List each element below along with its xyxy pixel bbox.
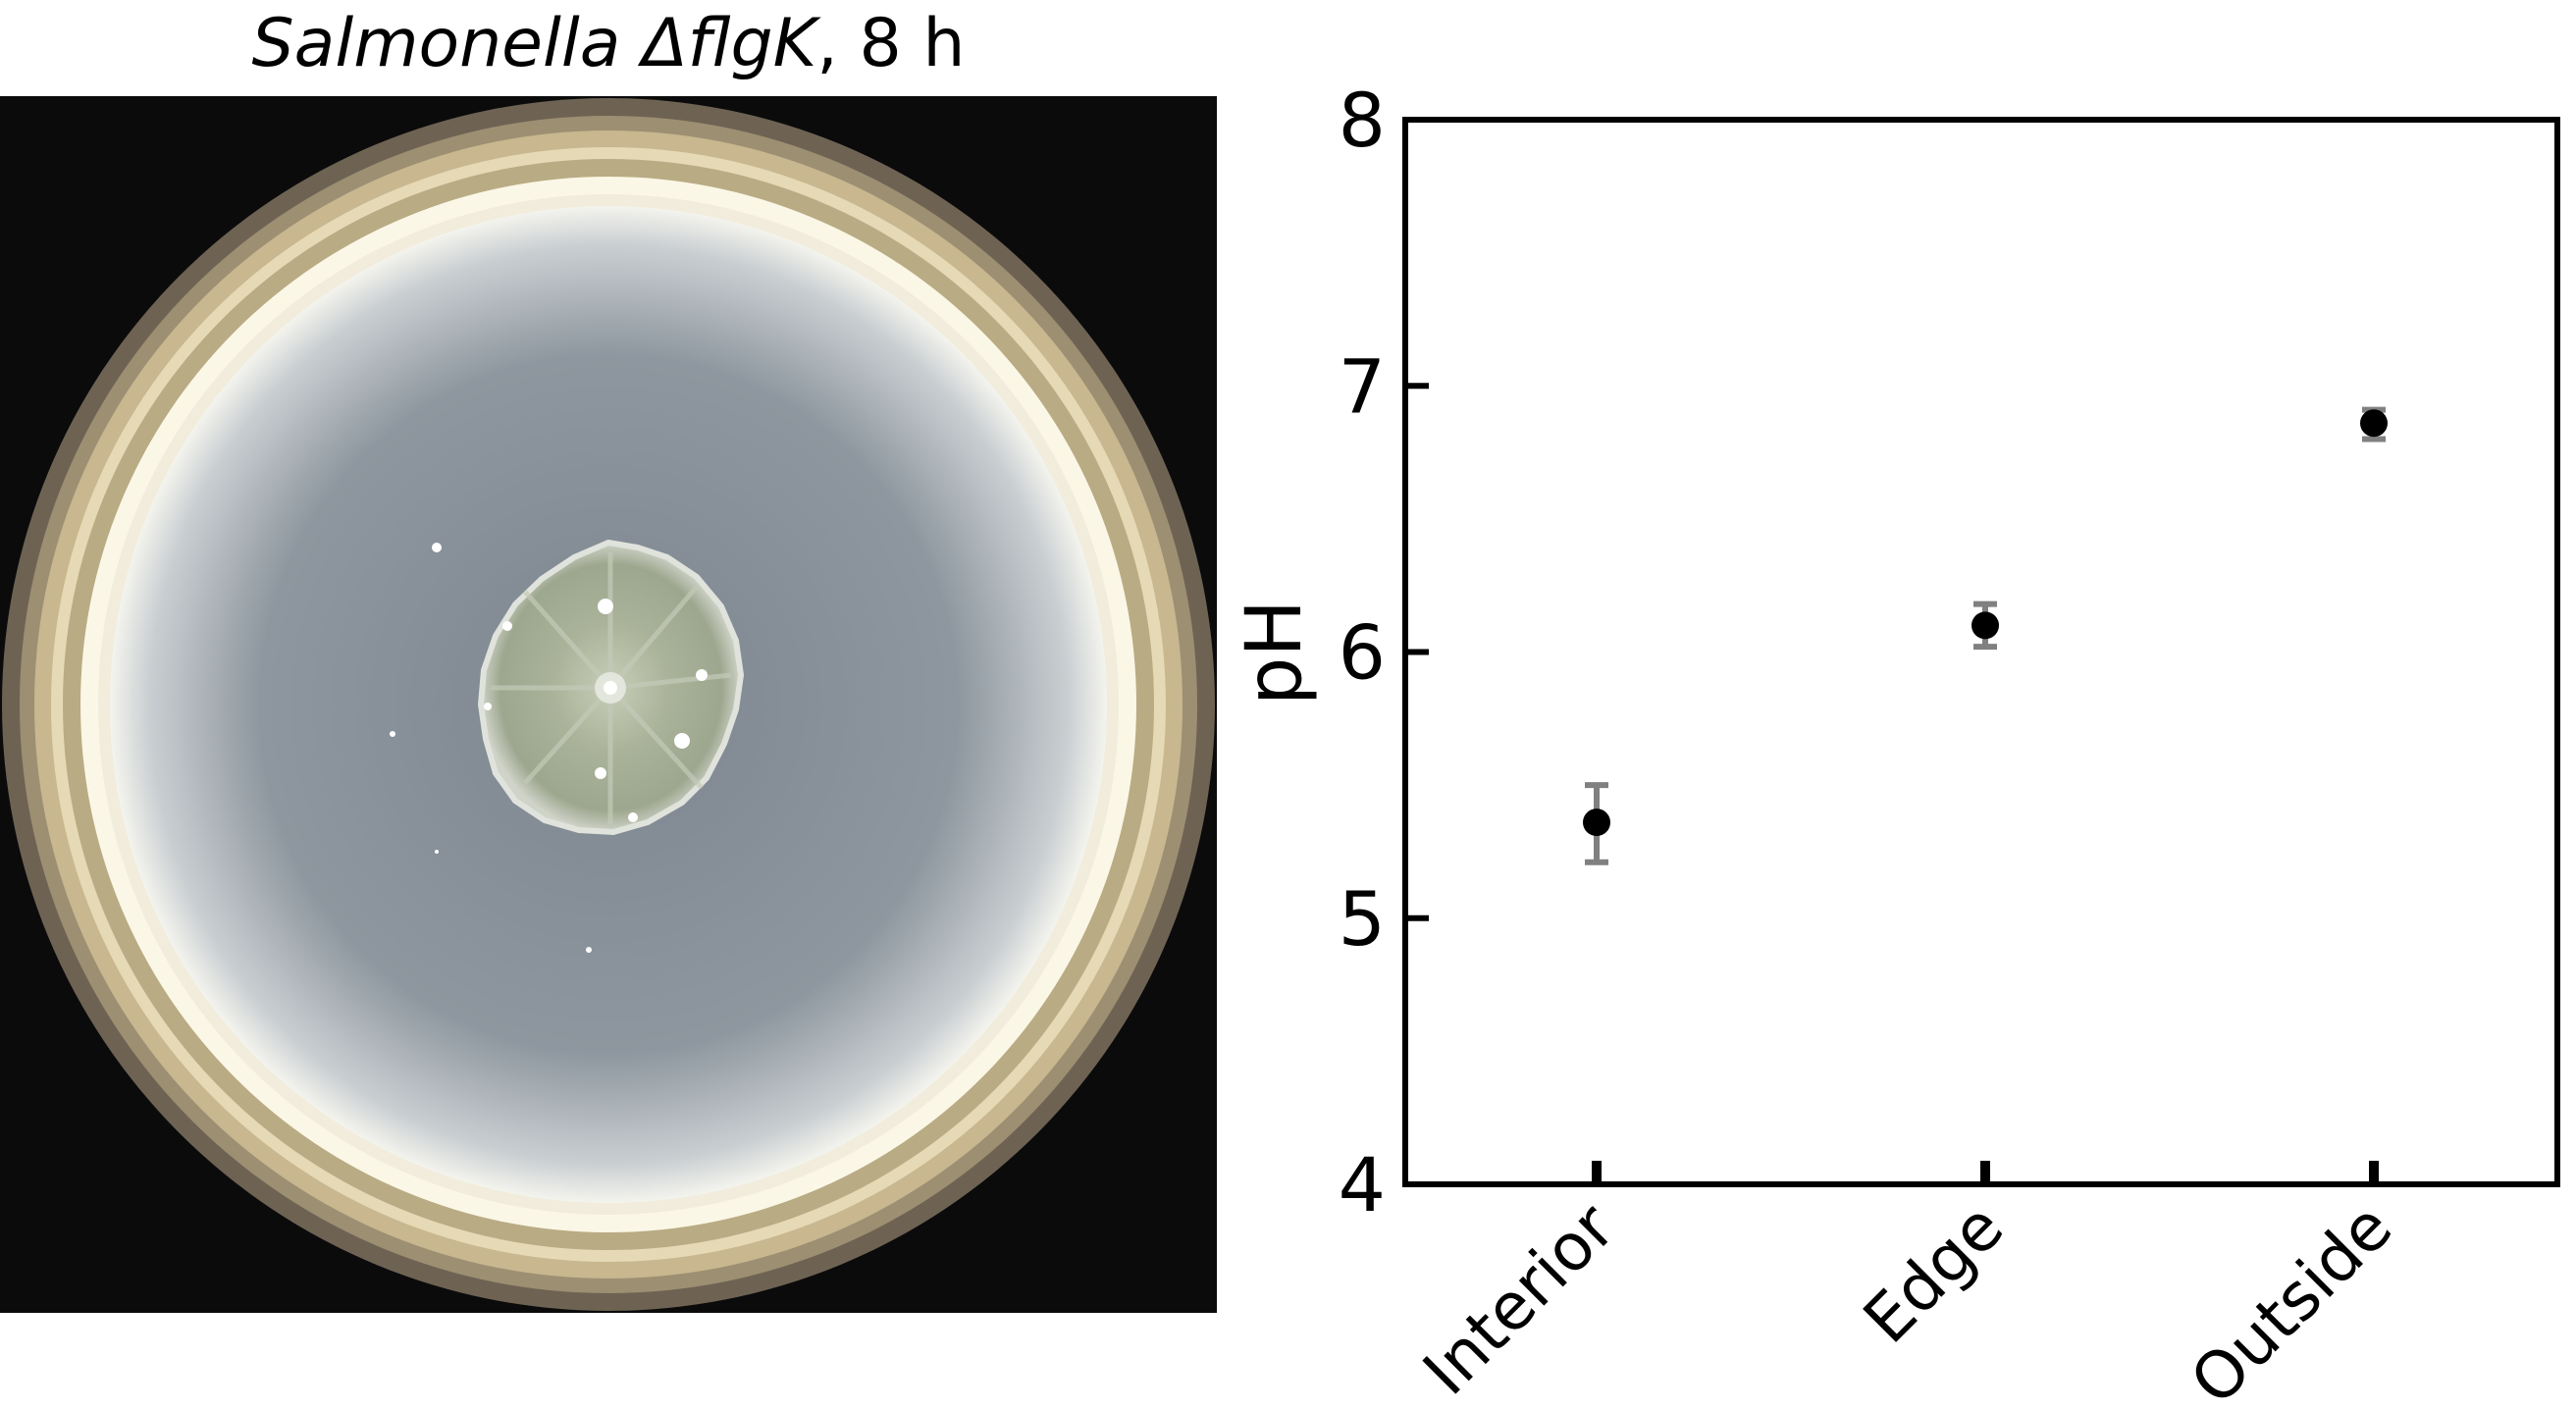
- y-axis-label: pH: [1231, 600, 1319, 705]
- photo-title-strain: Salmonella ΔflgK: [251, 5, 817, 82]
- ph-chart: 4 5 6 7 8 Interior Edge Outside pH: [1231, 77, 2560, 1410]
- data-series: [1583, 406, 2388, 865]
- y-tick-label: 6: [1339, 609, 1386, 697]
- y-tick-label: 4: [1339, 1141, 1386, 1228]
- y-tick-label: 7: [1339, 342, 1386, 430]
- y-tick-label: 8: [1339, 77, 1386, 164]
- bacterial-colony: [477, 539, 745, 836]
- y-axis: 4 5 6 7 8: [1339, 77, 1429, 1228]
- plot-frame: [1402, 117, 2560, 1187]
- photo-title: Salmonella ΔflgK, 8 h: [0, 0, 1217, 88]
- data-point-interior: [1583, 809, 1610, 837]
- petri-dish-photo: [0, 96, 1217, 1313]
- x-tick-label-interior: Interior: [1409, 1188, 1630, 1409]
- x-axis: Interior Edge Outside: [1409, 1161, 2407, 1410]
- agar-specks: [390, 543, 592, 953]
- data-point-outside: [2360, 409, 2388, 438]
- y-tick-label: 5: [1339, 875, 1386, 963]
- data-point-edge: [1971, 611, 1999, 640]
- photo-title-time: , 8 h: [816, 5, 966, 82]
- x-tick-label-edge: Edge: [1849, 1189, 2018, 1358]
- x-tick-label-outside: Outside: [2177, 1189, 2407, 1410]
